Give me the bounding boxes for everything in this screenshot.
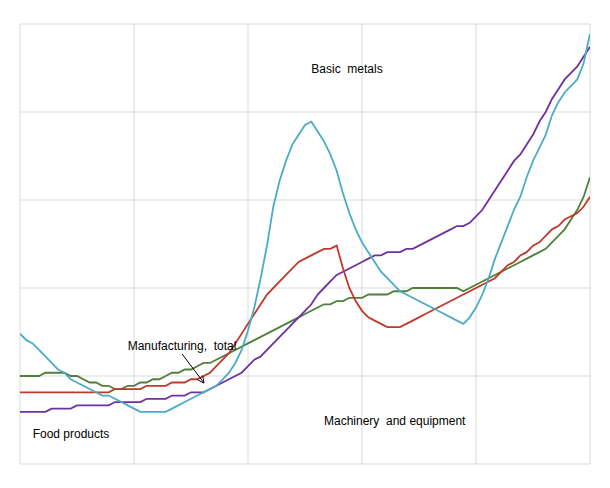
grid-line-x xyxy=(134,24,135,464)
series-line xyxy=(20,197,590,393)
annotation: Machinery and equipment xyxy=(324,414,466,428)
series-line xyxy=(20,34,590,412)
grid-line-y xyxy=(20,288,590,289)
series-line xyxy=(20,177,590,389)
grid-line-y xyxy=(20,200,590,201)
grid-line-x xyxy=(20,24,21,464)
annotation: Manufacturing, total xyxy=(128,339,237,353)
grid-line-y xyxy=(20,112,590,113)
annotation: Basic metals xyxy=(311,62,382,76)
grid-line-y xyxy=(20,376,590,377)
grid-line-y xyxy=(20,464,590,465)
grid-line-x xyxy=(590,24,591,464)
series-line xyxy=(20,47,590,412)
annotation: Food products xyxy=(33,427,110,441)
lines xyxy=(20,34,590,412)
grid-line-y xyxy=(20,24,590,25)
annotation-arrow xyxy=(182,354,204,383)
grid xyxy=(20,24,590,464)
annotations: Basic metals Manufacturing, total Food pro… xyxy=(33,62,466,441)
grid-line-x xyxy=(248,24,249,464)
plot-area: Basic metals Manufacturing, total Food pro… xyxy=(20,24,590,464)
grid-line-x xyxy=(476,24,477,464)
chart: Basic metals Manufacturing, total Food pro… xyxy=(0,0,610,488)
